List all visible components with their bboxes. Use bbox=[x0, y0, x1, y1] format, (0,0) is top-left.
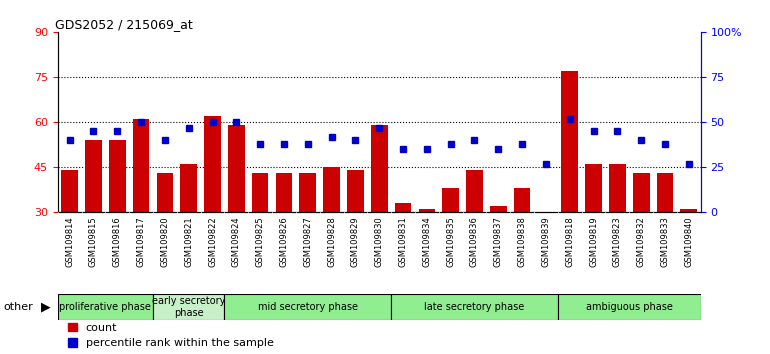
Bar bbox=[514, 188, 531, 303]
Text: GSM109829: GSM109829 bbox=[351, 216, 360, 267]
Bar bbox=[419, 210, 435, 303]
Text: GSM109818: GSM109818 bbox=[565, 216, 574, 267]
Text: early secretory
phase: early secretory phase bbox=[152, 296, 226, 318]
Text: GSM109828: GSM109828 bbox=[327, 216, 336, 267]
Bar bbox=[537, 212, 554, 303]
Text: GSM109840: GSM109840 bbox=[685, 216, 693, 267]
Text: GSM109836: GSM109836 bbox=[470, 216, 479, 267]
Text: GSM109821: GSM109821 bbox=[184, 216, 193, 267]
Text: GSM109839: GSM109839 bbox=[541, 216, 551, 267]
Text: GSM109819: GSM109819 bbox=[589, 216, 598, 267]
Bar bbox=[371, 125, 387, 303]
Bar bbox=[85, 140, 102, 303]
Bar bbox=[228, 125, 245, 303]
Bar bbox=[681, 210, 697, 303]
Bar bbox=[62, 170, 78, 303]
Bar bbox=[347, 170, 363, 303]
Bar bbox=[585, 164, 602, 303]
Bar bbox=[395, 203, 411, 303]
Text: late secretory phase: late secretory phase bbox=[424, 302, 524, 312]
Bar bbox=[300, 173, 316, 303]
Text: GSM109835: GSM109835 bbox=[446, 216, 455, 267]
Text: GSM109825: GSM109825 bbox=[256, 216, 265, 267]
Text: ▶: ▶ bbox=[41, 301, 51, 314]
Text: GSM109815: GSM109815 bbox=[89, 216, 98, 267]
Bar bbox=[224, 294, 391, 320]
Text: GSM109831: GSM109831 bbox=[399, 216, 407, 267]
Text: GSM109837: GSM109837 bbox=[494, 216, 503, 267]
Bar bbox=[609, 164, 626, 303]
Text: GSM109824: GSM109824 bbox=[232, 216, 241, 267]
Bar bbox=[391, 294, 557, 320]
Text: GSM109820: GSM109820 bbox=[160, 216, 169, 267]
Text: GSM109833: GSM109833 bbox=[661, 216, 669, 267]
Text: GSM109816: GSM109816 bbox=[112, 216, 122, 267]
Bar bbox=[557, 294, 701, 320]
Bar bbox=[323, 167, 340, 303]
Bar bbox=[109, 140, 126, 303]
Text: GSM109823: GSM109823 bbox=[613, 216, 622, 267]
Bar bbox=[442, 188, 459, 303]
Text: other: other bbox=[4, 302, 34, 312]
Text: mid secretory phase: mid secretory phase bbox=[258, 302, 358, 312]
Text: GSM109826: GSM109826 bbox=[280, 216, 289, 267]
Text: proliferative phase: proliferative phase bbox=[59, 302, 152, 312]
Text: GSM109832: GSM109832 bbox=[637, 216, 646, 267]
Bar bbox=[58, 294, 153, 320]
Bar bbox=[490, 206, 507, 303]
Text: GDS2052 / 215069_at: GDS2052 / 215069_at bbox=[55, 18, 192, 31]
Text: GSM109838: GSM109838 bbox=[517, 216, 527, 267]
Text: GSM109827: GSM109827 bbox=[303, 216, 313, 267]
Text: GSM109822: GSM109822 bbox=[208, 216, 217, 267]
Bar bbox=[153, 294, 224, 320]
Text: GSM109834: GSM109834 bbox=[423, 216, 431, 267]
Bar bbox=[132, 119, 149, 303]
Text: GSM109817: GSM109817 bbox=[136, 216, 146, 267]
Legend: count, percentile rank within the sample: count, percentile rank within the sample bbox=[63, 318, 278, 353]
Bar bbox=[204, 116, 221, 303]
Bar bbox=[252, 173, 269, 303]
Bar bbox=[276, 173, 293, 303]
Bar bbox=[466, 170, 483, 303]
Text: ambiguous phase: ambiguous phase bbox=[586, 302, 673, 312]
Bar bbox=[633, 173, 650, 303]
Text: GSM109814: GSM109814 bbox=[65, 216, 74, 267]
Bar bbox=[657, 173, 673, 303]
Text: GSM109830: GSM109830 bbox=[375, 216, 383, 267]
Bar bbox=[180, 164, 197, 303]
Bar bbox=[561, 71, 578, 303]
Bar bbox=[156, 173, 173, 303]
